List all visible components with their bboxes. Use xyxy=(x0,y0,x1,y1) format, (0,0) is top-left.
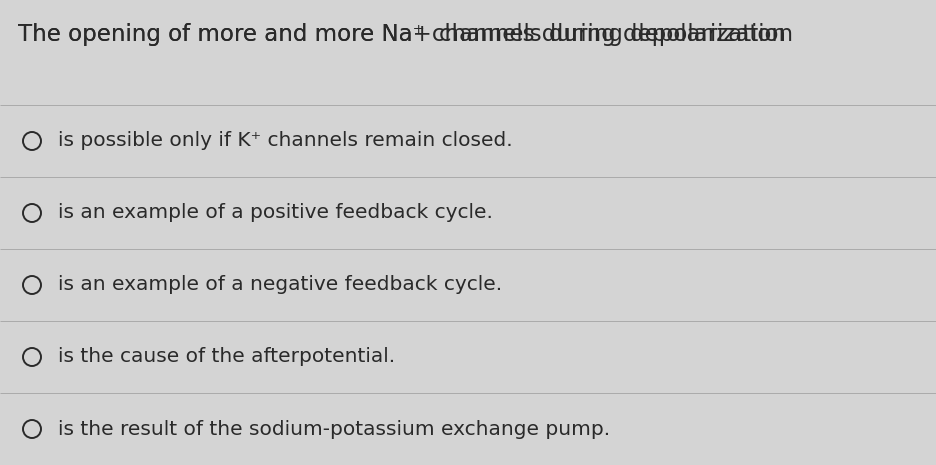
Text: is an example of a positive feedback cycle.: is an example of a positive feedback cyc… xyxy=(58,204,492,222)
Text: is an example of a negative feedback cycle.: is an example of a negative feedback cyc… xyxy=(58,275,502,294)
Text: The opening of more and more Na⁺ channels during depolarization: The opening of more and more Na⁺ channel… xyxy=(18,24,785,46)
Text: The opening of more and more Na+ channels during depolarization: The opening of more and more Na+ channel… xyxy=(18,24,792,46)
Text: is possible only if K⁺ channels remain closed.: is possible only if K⁺ channels remain c… xyxy=(58,132,512,151)
Text: is the result of the sodium-potassium exchange pump.: is the result of the sodium-potassium ex… xyxy=(58,419,609,438)
Text: is the cause of the afterpotential.: is the cause of the afterpotential. xyxy=(58,347,395,366)
